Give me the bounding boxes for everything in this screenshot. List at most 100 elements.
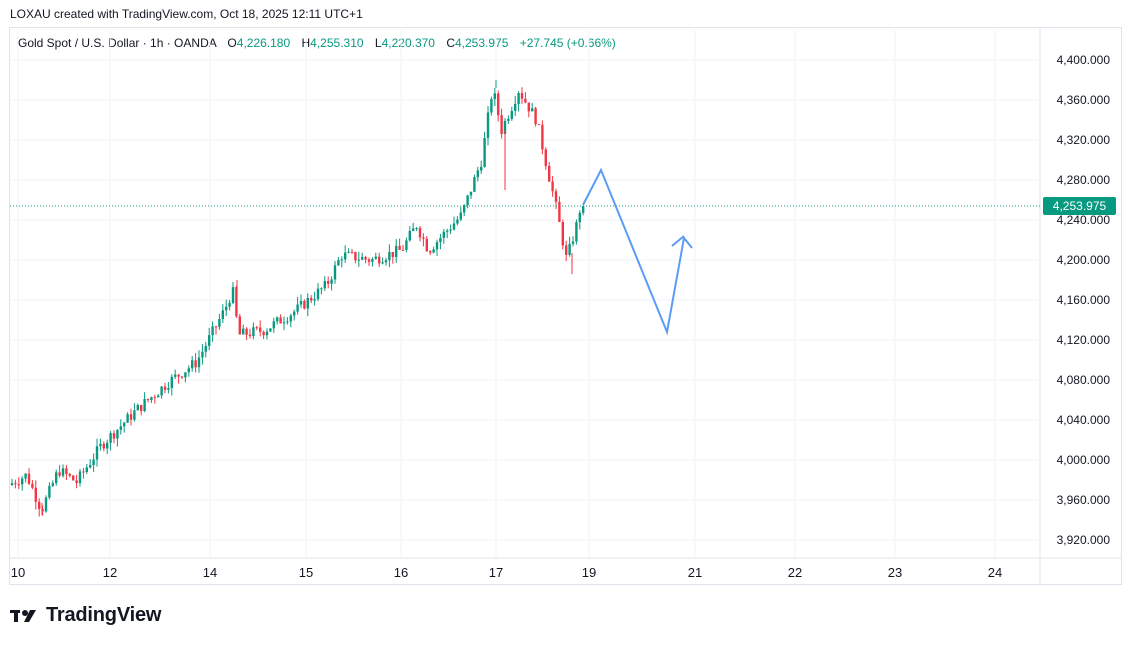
candle-body [293, 311, 296, 316]
candle-body [95, 446, 99, 460]
candle [446, 228, 449, 239]
candle [558, 196, 561, 223]
candle-body [174, 374, 177, 377]
candle-body [398, 245, 401, 250]
x-tick-label: 19 [582, 565, 596, 580]
candle-body [17, 484, 20, 486]
candle [561, 219, 564, 250]
candle [10, 478, 14, 486]
candle-body [503, 120, 507, 134]
candle-body [432, 249, 435, 253]
candle-body [31, 483, 34, 488]
candle-body [129, 414, 133, 420]
candle-body [299, 300, 303, 305]
candle [371, 257, 374, 267]
candle-body [469, 191, 473, 196]
candle [225, 299, 228, 317]
candle [197, 350, 201, 373]
candle [517, 91, 520, 112]
candle-body [446, 230, 449, 232]
candle [347, 248, 350, 254]
candle [191, 356, 194, 372]
candle-body [218, 318, 221, 327]
candle [14, 479, 17, 489]
candle-body [514, 103, 517, 111]
candle [289, 313, 292, 328]
candle [405, 237, 408, 253]
candle-body [65, 468, 68, 474]
candle-body [89, 465, 92, 468]
candle [259, 320, 262, 337]
candle-body [248, 334, 252, 337]
candle [92, 453, 95, 472]
candle [89, 459, 92, 469]
candle-body [197, 357, 201, 368]
candle-body [340, 259, 343, 261]
candle-body [480, 166, 483, 171]
candle-body [150, 397, 153, 401]
candle-body [170, 376, 173, 389]
y-tick-label: 4,000.000 [1057, 453, 1111, 467]
candle-body [561, 222, 564, 246]
x-tick-label: 16 [394, 565, 408, 580]
candle-body [500, 115, 503, 134]
candle [510, 106, 513, 121]
candle [146, 398, 150, 403]
brand-name: TradingView [46, 604, 162, 626]
candle [469, 191, 473, 200]
candle [367, 257, 371, 267]
candle [55, 469, 58, 486]
candle [412, 222, 415, 232]
candle-body [252, 327, 255, 337]
candle [310, 295, 313, 304]
candle [24, 473, 27, 483]
candle [248, 328, 252, 339]
candlestick-chart[interactable]: 4,400.000 4,360.000 4,320.000 4,280.000 4,24… [0, 0, 1132, 600]
candle-body [554, 191, 558, 202]
candle [507, 115, 510, 124]
candle [571, 236, 575, 247]
candle-body [401, 249, 405, 251]
candle [272, 317, 275, 333]
candle [150, 396, 153, 403]
candle-body [106, 442, 109, 449]
candle [218, 313, 221, 330]
candle [527, 102, 530, 118]
candle-body [531, 108, 534, 112]
candle-body [476, 170, 479, 178]
candle-body [72, 475, 75, 481]
tradingview-logo[interactable]: TradingView [10, 604, 161, 627]
candle [58, 464, 61, 478]
candle [180, 375, 184, 379]
candle [466, 194, 469, 209]
candle [459, 206, 462, 222]
candle-body [310, 297, 313, 301]
candle [500, 108, 503, 139]
candle [31, 479, 34, 490]
candle-body [61, 468, 65, 476]
symbol-description[interactable]: Gold Spot / U.S. Dollar · 1h · OANDA [18, 36, 217, 50]
candle [17, 477, 20, 490]
candle-body [449, 229, 452, 231]
candle-body [361, 257, 364, 260]
candle [514, 96, 517, 116]
candle [439, 233, 442, 250]
candle-body [452, 223, 456, 230]
candle-body [527, 102, 530, 112]
candle [238, 313, 241, 335]
candle-body [289, 315, 292, 322]
candle-body [225, 306, 228, 311]
candle-body [44, 497, 48, 512]
candle [72, 474, 75, 481]
candle [65, 465, 68, 481]
y-tick-label: 4,200.000 [1057, 253, 1111, 267]
candle [279, 314, 282, 324]
y-tick-label: 4,080.000 [1057, 373, 1111, 387]
candle [497, 90, 500, 122]
candle [429, 250, 432, 256]
candle [388, 244, 391, 268]
candle [435, 239, 439, 256]
candle-body [27, 473, 31, 484]
candle [242, 324, 245, 335]
low-label: L [374, 36, 382, 50]
